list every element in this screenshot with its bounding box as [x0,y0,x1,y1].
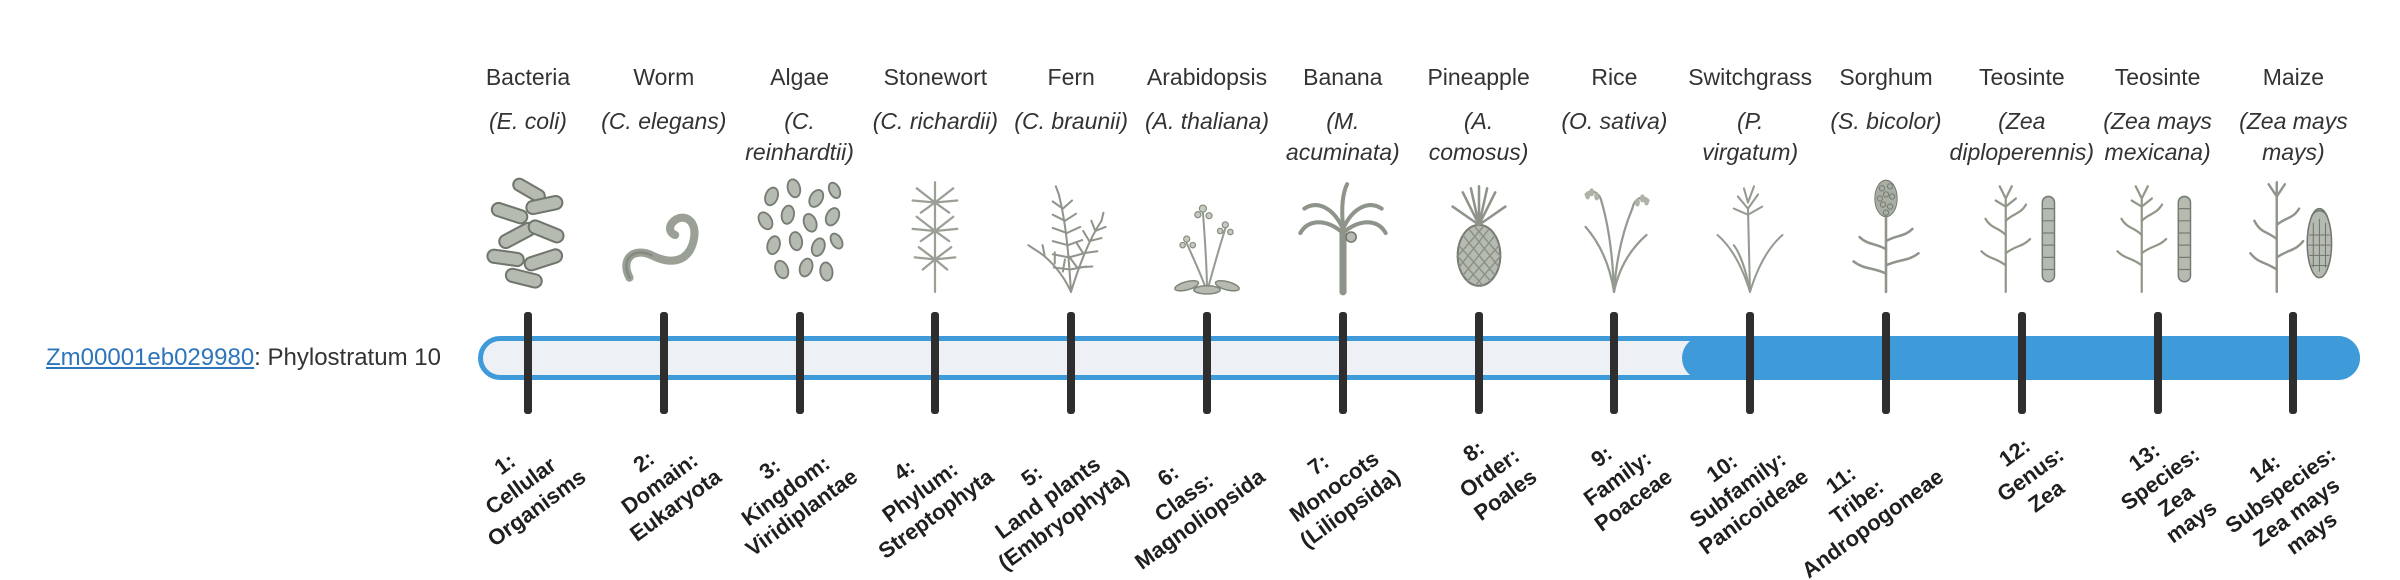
organism-scientific-name: (E. coli) [489,108,567,134]
phylostratum-column-11: Sorghum (S. bicolor) 11: Tribe: Andropogon… [1797,0,1961,580]
stratum-tick [2153,312,2162,414]
phylostratum-column-8: Pineapple (A. comosus) 8: Order: Poales [1404,0,1554,580]
organism-scientific-name: (S. bicolor) [1830,108,1942,134]
phylostratum-column-3: Algae (C. reinhardtii) 3: Kingdom: Viridipl… [725,0,875,580]
stratum-label: 2: Domain: Eukaryota [616,445,727,547]
stratum-label: 14: Subspecies: Zea mays mays [2220,441,2344,560]
gene-phylostratum-text: : Phylostratum 10 [254,344,441,371]
organism-name: Stonewort [883,64,988,90]
organism-scientific-name: (A. comosus) [1428,108,1529,166]
stratum-label: 8: Order: Poales [1454,435,1541,526]
gene-label: Zm00001eb029980: Phylostratum 10 [46,344,441,372]
gene-link[interactable]: Zm00001eb029980 [46,344,255,371]
stratum-tick [524,312,532,414]
stonewort-illustration [879,168,991,300]
stratum-label: 7: Monocots (Liliopsida) [1285,445,1406,553]
organism-scientific-name: (Zea diploperennis) [1949,108,2095,166]
stratum-label: 3: Kingdom: Viridiplantae [736,450,862,562]
organism-name: Teosinte [2114,64,2201,90]
stratum-tick [795,312,804,414]
stratum-tick [931,312,940,414]
stratum-tick [1067,312,1076,414]
algae-illustration [744,168,856,300]
organism-name: Pineapple [1427,64,1530,90]
stratum-tick [1474,312,1483,414]
stratum-tick [1610,312,1619,414]
phylostratum-column-13: Teosinte (Zea mays mexicana) 13: Species: Z… [2083,0,2233,580]
organism-scientific-name: (O. sativa) [1561,108,1668,134]
fern-illustration [1015,168,1127,300]
switchgrass-illustration [1694,168,1806,300]
stratum-label: 9: Family: Poaceae [1578,440,1677,537]
organism-scientific-name: (C. braunii) [1014,108,1129,134]
stratum-tick [1203,312,1211,414]
organism-scientific-name: (C. reinhardtii) [745,108,854,166]
banana-illustration [1287,168,1399,300]
organism-scientific-name: (P. virgatum) [1702,108,1799,166]
organism-name: Rice [1591,64,1638,90]
phylostratum-column-9: Rice (O. sativa) 9: Family: Poaceae [1539,0,1689,580]
phylostratum-column-7: Banana (M. acuminata) 7: Monocots (Liliopsi… [1268,0,1418,580]
phylostratum-column-10: Switchgrass (P. virgatum) 10: Subfamily: Pa… [1675,0,1825,580]
phylostratum-column-12: Teosinte (Zea diploperennis) 12: Genus: Zea [1947,0,2097,580]
pineapple-illustration [1423,168,1535,300]
organism-name: Algae [770,64,829,90]
organism-name: Switchgrass [1688,64,1813,90]
organism-scientific-name: (Zea mays mays) [2239,108,2348,166]
organism-name: Teosinte [1978,64,2065,90]
organism-scientific-name: (M. acuminata) [1285,108,1400,166]
maize-illustration [2237,168,2349,300]
stratum-tick [1882,312,1890,414]
stratum-tick [659,312,668,414]
teosinte-illustration [1966,168,2078,300]
organism-scientific-name: (C. richardii) [872,108,998,134]
phylostratum-column-2: Worm (C. elegans) 2: Domain: Eukaryota [589,0,739,580]
phylostratum-column-1: Bacteria (E. coli) 1: Cellular Organisms [453,0,603,580]
stratum-label: 1: Cellular Organisms [480,448,591,552]
stratum-tick [1746,312,1755,414]
organism-scientific-name: (Zea mays mexicana) [2103,108,2212,166]
organism-name: Arabidopsis [1146,64,1268,90]
sorghum-illustration [1830,168,1942,300]
organism-name: Fern [1047,64,1095,90]
stratum-tick [2289,312,2298,414]
teosinte-illustration [2102,168,2214,300]
organism-scientific-name: (A. thaliana) [1144,108,1269,134]
bacteria-illustration [472,168,584,300]
organism-name: Banana [1303,64,1383,90]
organism-name: Bacteria [485,64,571,90]
worm-illustration [608,168,720,300]
phylostratum-column-14: Maize (Zea mays mays) 14: Subspecies: Zea m… [2218,0,2368,580]
phylostratum-column-6: Arabidopsis (A. thaliana) 6: Class: Magnol… [1130,0,1282,580]
organism-name: Worm [633,64,695,90]
stratum-tick [1338,312,1347,414]
phylostratum-column-4: Stonewort (C. richardii) 4: Phylum: Strept… [860,0,1010,580]
phylostratum-column-5: Fern (C. braunii) 5: Land plants (Embryoph… [990,0,1146,580]
stratum-label: 4: Phylum: Streptophyta [873,454,998,564]
arabidopsis-illustration [1151,168,1263,300]
organism-name: Sorghum [1839,64,1933,90]
rice-illustration [1558,168,1670,300]
organism-scientific-name: (C. elegans) [601,108,727,134]
organism-name: Maize [2262,64,2325,90]
stratum-label: 12: Genus: Zea [1992,432,2069,518]
stratum-tick [2017,312,2026,414]
